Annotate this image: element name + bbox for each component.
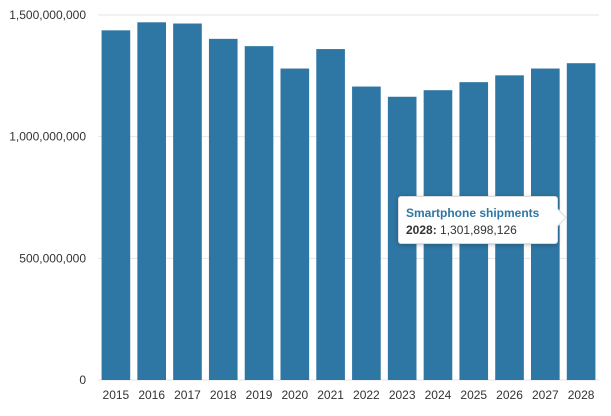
x-tick-label: 2020 — [281, 388, 308, 402]
x-tick-label: 2015 — [103, 388, 130, 402]
x-tick-label: 2024 — [425, 388, 452, 402]
y-tick-label: 0 — [79, 373, 86, 387]
tooltip: Smartphone shipments 2028: 1,301,898,126 — [398, 196, 558, 244]
x-tick-label: 2016 — [138, 388, 165, 402]
y-tick-label: 500,000,000 — [19, 251, 86, 265]
bar-2017[interactable] — [173, 23, 202, 381]
y-tick-label: 1,000,000,000 — [9, 130, 86, 144]
tooltip-body: 2028: 1,301,898,126 — [406, 221, 550, 239]
bar-2022[interactable] — [352, 86, 381, 380]
bar-2018[interactable] — [208, 38, 238, 380]
tooltip-label: 2028: — [406, 223, 437, 237]
tooltip-value: 1,301,898,126 — [440, 223, 517, 237]
y-tick-label: 1,500,000,000 — [9, 8, 86, 22]
bar-2016[interactable] — [137, 22, 166, 381]
x-tick-label: 2021 — [317, 388, 344, 402]
bar-2020[interactable] — [280, 68, 310, 381]
y-axis: 0 500,000,000 1,000,000,000 1,500,000,000 — [9, 8, 86, 387]
x-tick-label: 2025 — [460, 388, 487, 402]
bar-2021[interactable] — [316, 49, 345, 381]
x-tick-label: 2028 — [568, 388, 595, 402]
x-tick-label: 2026 — [496, 388, 523, 402]
x-tick-label: 2017 — [174, 388, 201, 402]
x-tick-label: 2022 — [353, 388, 380, 402]
x-axis: 2015 2016 2017 2018 2019 2020 2021 2022 2023 2024… — [103, 388, 595, 402]
x-tick-label: 2019 — [246, 388, 273, 402]
x-tick-label: 2018 — [210, 388, 237, 402]
bar-2019[interactable] — [244, 46, 274, 380]
tooltip-title: Smartphone shipments — [406, 206, 540, 220]
bar-2028[interactable] — [566, 63, 596, 381]
bar-2015[interactable] — [101, 30, 131, 381]
x-tick-label: 2027 — [532, 388, 559, 402]
x-tick-label: 2023 — [389, 388, 416, 402]
